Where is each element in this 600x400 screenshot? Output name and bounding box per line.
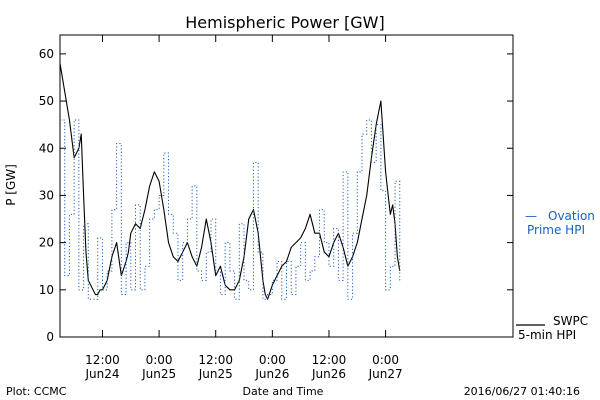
y-tick-label: 30 [39,188,54,202]
x-tick-label-date: Jun26 [311,367,346,381]
legend-swpc-label-2: 5-min HPI [518,328,576,342]
x-axis-ticks: 12:00Jun240:00Jun2512:00Jun250:00Jun2612… [84,35,403,381]
x-tick-label-date: Jun27 [368,367,403,381]
y-tick-label: 60 [39,47,54,61]
y-tick-label: 0 [46,330,54,344]
series-layer [59,63,401,300]
y-tick-label: 20 [39,236,54,250]
x-tick-label-time: 12:00 [312,353,347,367]
series-swpc-hpi [59,63,401,300]
footer-timestamp: 2016/06/27 01:40:16 [464,385,580,398]
y-axis-ticks: 0 10 20 30 40 50 60 [39,47,513,344]
footer-source: Plot: CCMC [6,385,67,398]
y-tick-label: 50 [39,94,54,108]
x-axis-label: Date and Time [243,385,324,398]
x-tick-label-date: Jun26 [254,367,289,381]
y-tick-label: 40 [39,141,54,155]
x-tick-label-time: 12:00 [85,353,120,367]
legend-swpc-label-1: SWPC [553,314,588,328]
chart-title: Hemispheric Power [GW] [185,13,384,32]
legend-ovation-label-1: Ovation [548,209,595,223]
legend-ovation-label-2: Prime HPI [527,223,585,237]
x-tick-label-time: 12:00 [198,353,233,367]
legend-ovation-dash: — [525,209,537,223]
plot-frame [59,34,514,338]
x-tick-label-date: Jun24 [84,367,119,381]
series-ovation-prime-hpi [60,119,401,300]
x-tick-label-time: 0:00 [146,353,173,367]
x-tick-label-date: Jun25 [141,367,176,381]
x-tick-label-date: Jun25 [198,367,233,381]
x-tick-label-time: 0:00 [259,353,286,367]
y-axis-label: P [GW] [4,164,18,206]
x-tick-label-time: 0:00 [372,353,399,367]
y-tick-label: 10 [39,283,54,297]
